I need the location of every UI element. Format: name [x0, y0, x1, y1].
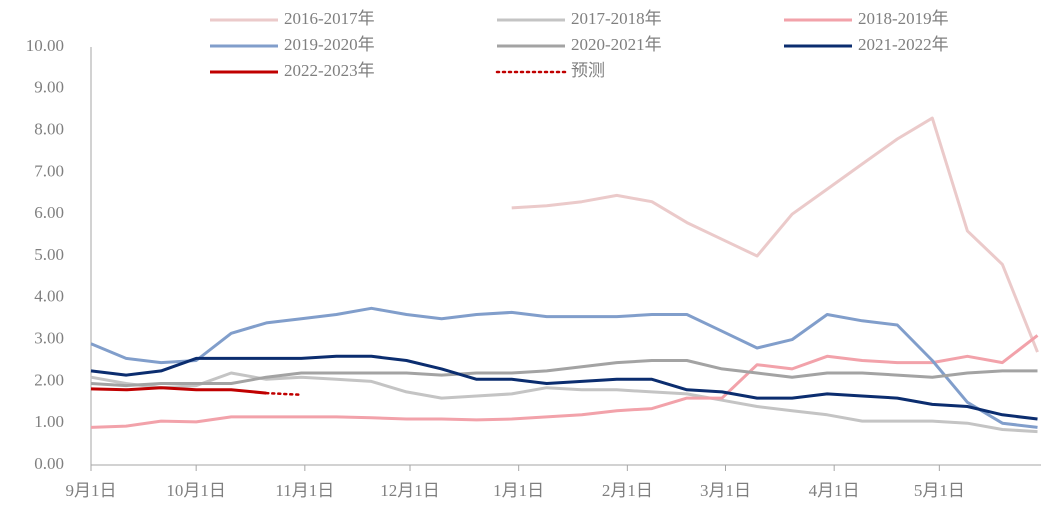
- y-tick-label: 8.00: [34, 120, 64, 139]
- legend-label: 2018-2019年: [858, 9, 949, 28]
- series-line: [511, 116, 1039, 353]
- legend-label: 预测: [571, 61, 605, 80]
- x-tick-label: 4月1日: [809, 481, 860, 500]
- legend-label: 2020-2021年: [571, 35, 662, 54]
- x-tick-label: 11月1日: [275, 481, 334, 500]
- x-tick-label: 5月1日: [914, 481, 965, 500]
- legend-label: 2016-2017年: [284, 9, 375, 28]
- y-tick-label: 2.00: [34, 370, 64, 389]
- y-tick-label: 1.00: [34, 412, 64, 431]
- x-tick-label: 10月1日: [166, 481, 226, 500]
- y-tick-label: 0.00: [34, 454, 64, 473]
- legend-label: 2022-2023年: [284, 61, 375, 80]
- x-tick-label: 3月1日: [700, 481, 751, 500]
- x-tick-label: 12月1日: [380, 481, 440, 500]
- series-line: [90, 306, 1038, 429]
- y-tick-label: 6.00: [34, 203, 64, 222]
- x-tick-label: 2月1日: [602, 481, 653, 500]
- series-line: [90, 334, 1039, 429]
- series-line: [90, 386, 267, 395]
- y-tick-label: 4.00: [34, 287, 64, 306]
- y-tick-label: 9.00: [34, 78, 64, 97]
- y-tick-label: 10.00: [26, 36, 64, 55]
- legend-label: 2017-2018年: [571, 9, 662, 28]
- legend-label: 2019-2020年: [284, 35, 375, 54]
- legend-label: 2021-2022年: [858, 35, 949, 54]
- y-tick-label: 3.00: [34, 329, 64, 348]
- y-tick-label: 5.00: [34, 245, 64, 264]
- series-line: [90, 359, 1038, 388]
- series-line: [90, 354, 1038, 421]
- series-line: [265, 391, 303, 397]
- x-tick-label: 1月1日: [493, 481, 544, 500]
- x-tick-label: 9月1日: [66, 481, 117, 500]
- series-line: [90, 371, 1038, 434]
- y-tick-label: 7.00: [34, 161, 64, 180]
